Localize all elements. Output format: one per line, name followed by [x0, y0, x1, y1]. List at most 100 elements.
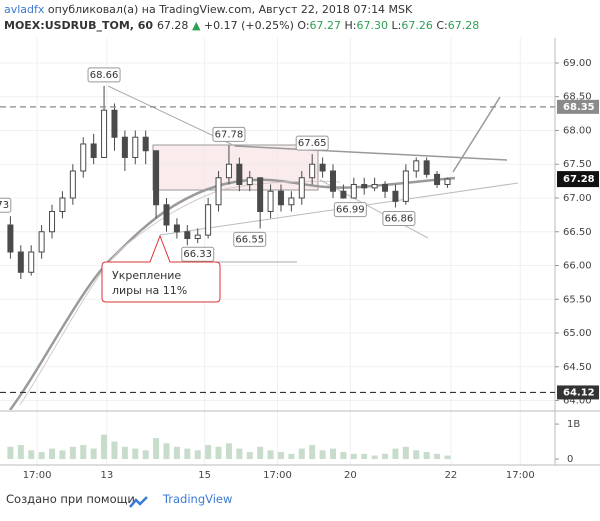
volume-bar [90, 448, 97, 460]
volume-bar [267, 450, 274, 460]
volume-bar [277, 452, 284, 460]
l: 67.26 [401, 19, 433, 32]
price-label: 66.55 [233, 231, 267, 247]
candle-body [153, 150, 160, 206]
candle-body [38, 231, 45, 253]
candle-body [434, 173, 441, 185]
price-label-box [0, 197, 12, 213]
price-label-text: 67.65 [298, 138, 327, 149]
price-label-box [382, 210, 416, 226]
x-tick-label: 15 [198, 470, 211, 481]
volume-bar [413, 450, 420, 460]
y-tick-label: 68.50 [563, 92, 592, 103]
candle-body [361, 183, 368, 189]
candle-body [340, 190, 347, 199]
candle-body [267, 190, 274, 212]
author: avladfx [4, 3, 45, 16]
volume-bar [350, 453, 357, 460]
volume-bar [423, 452, 430, 460]
volume-bar [319, 450, 326, 460]
volume-bar [153, 438, 160, 460]
price-label: 66.73 [0, 197, 12, 213]
candle-body [111, 109, 118, 138]
volume-bar [49, 448, 56, 460]
x-tick-label: 17:00 [23, 470, 52, 481]
volume-bar [194, 450, 201, 460]
volume-bar [371, 455, 378, 460]
candle-body [309, 163, 316, 179]
price-label-text: 66.99 [336, 205, 365, 216]
candle-body [371, 183, 378, 189]
c-label: C: [436, 19, 448, 32]
l-label: L: [391, 19, 402, 32]
volume-bar [361, 453, 368, 460]
candle-body [330, 170, 336, 192]
drawings: 66.73 68.66 67.78 67.65 66.33 66.55 66.99 66.86 [0, 67, 519, 410]
volume-bar [132, 448, 139, 460]
candle-body [225, 163, 232, 179]
chart: 66.73 68.66 67.78 67.65 66.33 66.55 66.99 66.86… [0, 38, 600, 481]
price-tag-label: 68.35 [563, 102, 595, 113]
arrow: ▲ [191, 19, 201, 32]
candle-body [173, 224, 180, 233]
y-tick-label: 64.00 [563, 396, 592, 407]
y-tick-label: 68.00 [563, 125, 592, 136]
volume-bar [28, 450, 35, 460]
price-label: 66.99 [333, 202, 367, 218]
x-tick-label: 17:00 [263, 470, 292, 481]
projection-line [452, 96, 501, 173]
candle-body [59, 197, 66, 212]
volume-bar [69, 446, 76, 460]
symbol: MOEX:USDRUB_TOM, 60 [4, 19, 154, 32]
callout-text: Укрепление [112, 269, 181, 282]
volume-bar [246, 452, 253, 460]
quote-line: MOEX:USDRUB_TOM, 60 67.28 ▲ +0.17 (+0.25… [4, 18, 479, 34]
candle-body [236, 163, 243, 185]
price-label-box [87, 67, 121, 83]
footer-text: Создано при помощи [6, 492, 135, 506]
candle-body [184, 231, 191, 240]
candle-body [257, 177, 264, 212]
x-tick-label: 20 [344, 470, 357, 481]
price-label-text: 66.55 [235, 234, 264, 245]
callout-box [101, 234, 221, 303]
candle-body [423, 160, 430, 175]
y2-tick-label: 1B [567, 419, 580, 430]
footer: Создано при помощи TradingView [6, 492, 232, 506]
y-tick-label: 66.00 [563, 261, 592, 272]
volume-bar [225, 443, 232, 460]
candle-body [382, 183, 389, 192]
candle-body [319, 163, 326, 172]
callout: Укрепление лиры на 11% [101, 234, 221, 303]
candle-body [402, 170, 409, 202]
volume-bar [59, 450, 66, 460]
volume-bar [7, 446, 14, 460]
candle-body [163, 204, 170, 226]
price-tag [557, 385, 599, 400]
candle-body [7, 224, 14, 253]
volume-bar [163, 443, 170, 460]
volume-bar [444, 455, 451, 460]
y-tick-label: 64.50 [563, 362, 592, 373]
price-tag [557, 99, 599, 114]
price-label-text: 66.73 [0, 200, 9, 211]
volume-bar [205, 445, 212, 460]
volume-bar [434, 453, 441, 460]
h-label: H: [344, 19, 357, 32]
candle-body [350, 183, 357, 199]
moving-average [19, 180, 341, 406]
candle-body [205, 204, 212, 236]
price-label-text: 66.33 [183, 249, 212, 260]
volume-bar [298, 448, 305, 460]
y-tick-label: 67.00 [563, 193, 592, 204]
last: 67.28 [156, 19, 189, 32]
candle-body [101, 109, 108, 158]
candle-body [80, 143, 87, 172]
y-tick-label: 66.50 [563, 227, 592, 238]
volume-bar [257, 446, 264, 460]
change: +0.17 (+0.25%) [203, 19, 294, 32]
volume-bar [17, 445, 24, 460]
brand: TradingView [162, 492, 233, 506]
candle-body [277, 190, 284, 206]
